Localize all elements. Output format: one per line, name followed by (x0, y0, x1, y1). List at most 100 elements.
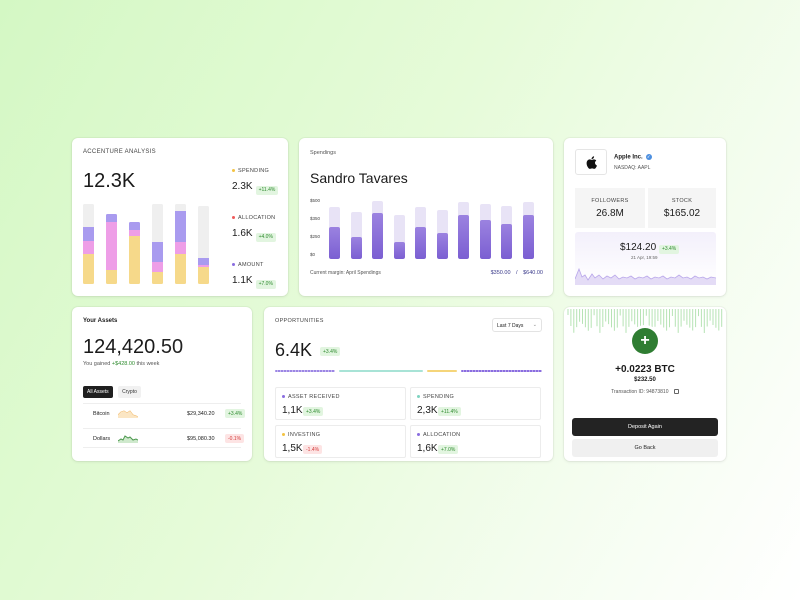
change-badge: +7.0% (438, 445, 459, 454)
legend-value: 2.3K (232, 181, 253, 193)
spending-bar-fill (522, 215, 534, 259)
stock-card: Apple Inc. ✓ NASDAQ: AAPL FOLLOWERS 26.8M… (564, 138, 726, 296)
spendings-card: Spendings Sandro Tavares $500 $350 $250 … (299, 138, 553, 296)
legend-value: 1.6K (232, 228, 253, 240)
stat-spending[interactable]: SPENDING 2,3K +11.4% (410, 387, 541, 420)
change-badge: -1.4% (303, 445, 323, 454)
usd-amount: $232.50 (634, 377, 656, 383)
spending-bar[interactable] (350, 212, 362, 259)
spending-bar-fill (458, 215, 469, 259)
wave-decoration (567, 309, 723, 333)
dot-icon (232, 263, 235, 267)
asset-price: $29,340.20 (187, 411, 215, 417)
chart-bar[interactable] (106, 214, 117, 284)
price-value: $124.20 (620, 242, 657, 253)
followers-label: FOLLOWERS (591, 198, 629, 204)
footer-values: $350.00 / $640.00 (491, 270, 543, 276)
legend-spending: SPENDING 2.3K +11.4% (232, 168, 288, 196)
chart-bar[interactable] (83, 204, 94, 284)
spending-bar[interactable] (501, 206, 512, 259)
asset-row-dollars[interactable]: Dollars $95,080.30 -0.1% (83, 428, 245, 448)
dot-icon (417, 433, 420, 437)
gain-value: +$428.00 (111, 361, 135, 367)
progress-segment (427, 370, 457, 372)
change-badge: +11.4% (255, 185, 279, 195)
gain-prefix: You gained (83, 361, 111, 367)
card-title: Your Assets (83, 318, 118, 324)
stat-investing[interactable]: INVESTING 1,5K -1.4% (275, 425, 406, 458)
spending-bar[interactable] (329, 207, 340, 259)
progress-segment (275, 370, 335, 372)
chart-bar[interactable] (152, 204, 163, 284)
spending-bar[interactable] (458, 202, 469, 259)
stat-asset-received[interactable]: ASSET RECEIVED 1,1K +3.4% (275, 387, 406, 420)
tab-all-assets[interactable]: All Assets (83, 386, 113, 398)
stat-value: 1,5K (282, 443, 303, 454)
amount-decimal: .50 (155, 336, 184, 358)
deposit-again-button[interactable]: Deposit Again (572, 418, 718, 436)
chart-bar[interactable] (198, 206, 209, 284)
opportunities-card: OPPORTUNITIES Last 7 Days ⌄ 6.4K +3.4% A… (264, 307, 553, 461)
transaction-label: Transaction ID: 94873810 (611, 389, 669, 395)
person-name: Sandro Tavares (310, 170, 408, 186)
stock-box: STOCK $165.02 (648, 188, 716, 228)
spending-bar[interactable] (372, 201, 383, 259)
chevron-down-icon: ⌄ (532, 322, 537, 328)
change-badge: -0.1% (225, 434, 245, 443)
spending-bar-fill (350, 237, 362, 259)
y-tick: $0 (310, 252, 316, 257)
legend-label: ALLOCATION (238, 215, 276, 221)
card-title: Spendings (310, 150, 336, 156)
stat-value: 1,1K (282, 405, 303, 416)
tab-crypto[interactable]: Crypto (118, 386, 141, 398)
date-range-select[interactable]: Last 7 Days ⌄ (492, 318, 542, 332)
spending-bar[interactable] (479, 204, 491, 259)
bitcoin-sparkline (118, 410, 138, 418)
go-back-button[interactable]: Go Back (572, 439, 718, 457)
assets-card: Your Assets 124,420.50 You gained +$428.… (72, 307, 252, 461)
dot-icon (232, 169, 235, 173)
change-badge: +7.0% (255, 279, 276, 289)
y-tick: $350 (310, 216, 321, 221)
asset-row-bitcoin[interactable]: Bitcoin $29,340.20 +3.4% (83, 403, 246, 423)
card-title: ACCENTURE ANALYSIS (83, 149, 156, 155)
followers-value: 26.8M (596, 208, 624, 219)
legend-value: 1.1K (232, 275, 253, 287)
spending-bar[interactable] (522, 202, 534, 259)
deposit-card: + +0.0223 BTC $232.50 Transaction ID: 94… (564, 307, 726, 461)
spending-bar-fill (501, 224, 512, 259)
chart-bar[interactable] (175, 204, 186, 284)
plus-icon[interactable]: + (632, 328, 658, 354)
spending-bar[interactable] (415, 207, 426, 259)
weekly-gain: You gained +$428.00 this week (83, 361, 159, 367)
stat-value: 2,3K (417, 405, 438, 416)
stat-value: 1,6K (417, 443, 438, 454)
footer-value-2: $640.00 (523, 270, 543, 276)
spending-bar[interactable] (393, 215, 405, 259)
stat-label: INVESTING (288, 432, 321, 438)
stat-label: SPENDING (423, 394, 455, 400)
company-label: Apple Inc. (614, 154, 643, 161)
total-assets: 124,420.50 (83, 336, 183, 359)
legend-allocation: ALLOCATION 1.6K +4.0% (232, 215, 288, 243)
stacked-bar-chart (83, 204, 223, 284)
apple-logo-icon (575, 149, 607, 175)
date-range-label: Last 7 Days (497, 323, 524, 329)
card-title: OPPORTUNITIES (275, 318, 324, 324)
verified-icon: ✓ (645, 154, 652, 160)
chart-bar[interactable] (129, 222, 140, 284)
asset-name: Dollars (93, 436, 111, 442)
btc-amount: +0.0223 BTC (615, 364, 675, 375)
price-chart-panel: $124.20 +3.4% 21 Apr, 19:59 (575, 232, 716, 285)
total-value: 12.3K (83, 170, 136, 192)
change-badge: +3.4% (320, 347, 341, 356)
asset-name: Bitcoin (93, 411, 110, 417)
spending-bar[interactable] (436, 210, 448, 259)
progress-segment (461, 370, 542, 372)
copy-icon[interactable] (673, 389, 679, 395)
spending-bar-fill (436, 233, 448, 259)
legend-amount: AMOUNT 1.1K +7.0% (232, 262, 288, 290)
stat-allocation[interactable]: ALLOCATION 1,6K +7.0% (410, 425, 541, 458)
opportunities-value: 6.4K (275, 340, 313, 360)
spending-bar-fill (329, 227, 340, 259)
